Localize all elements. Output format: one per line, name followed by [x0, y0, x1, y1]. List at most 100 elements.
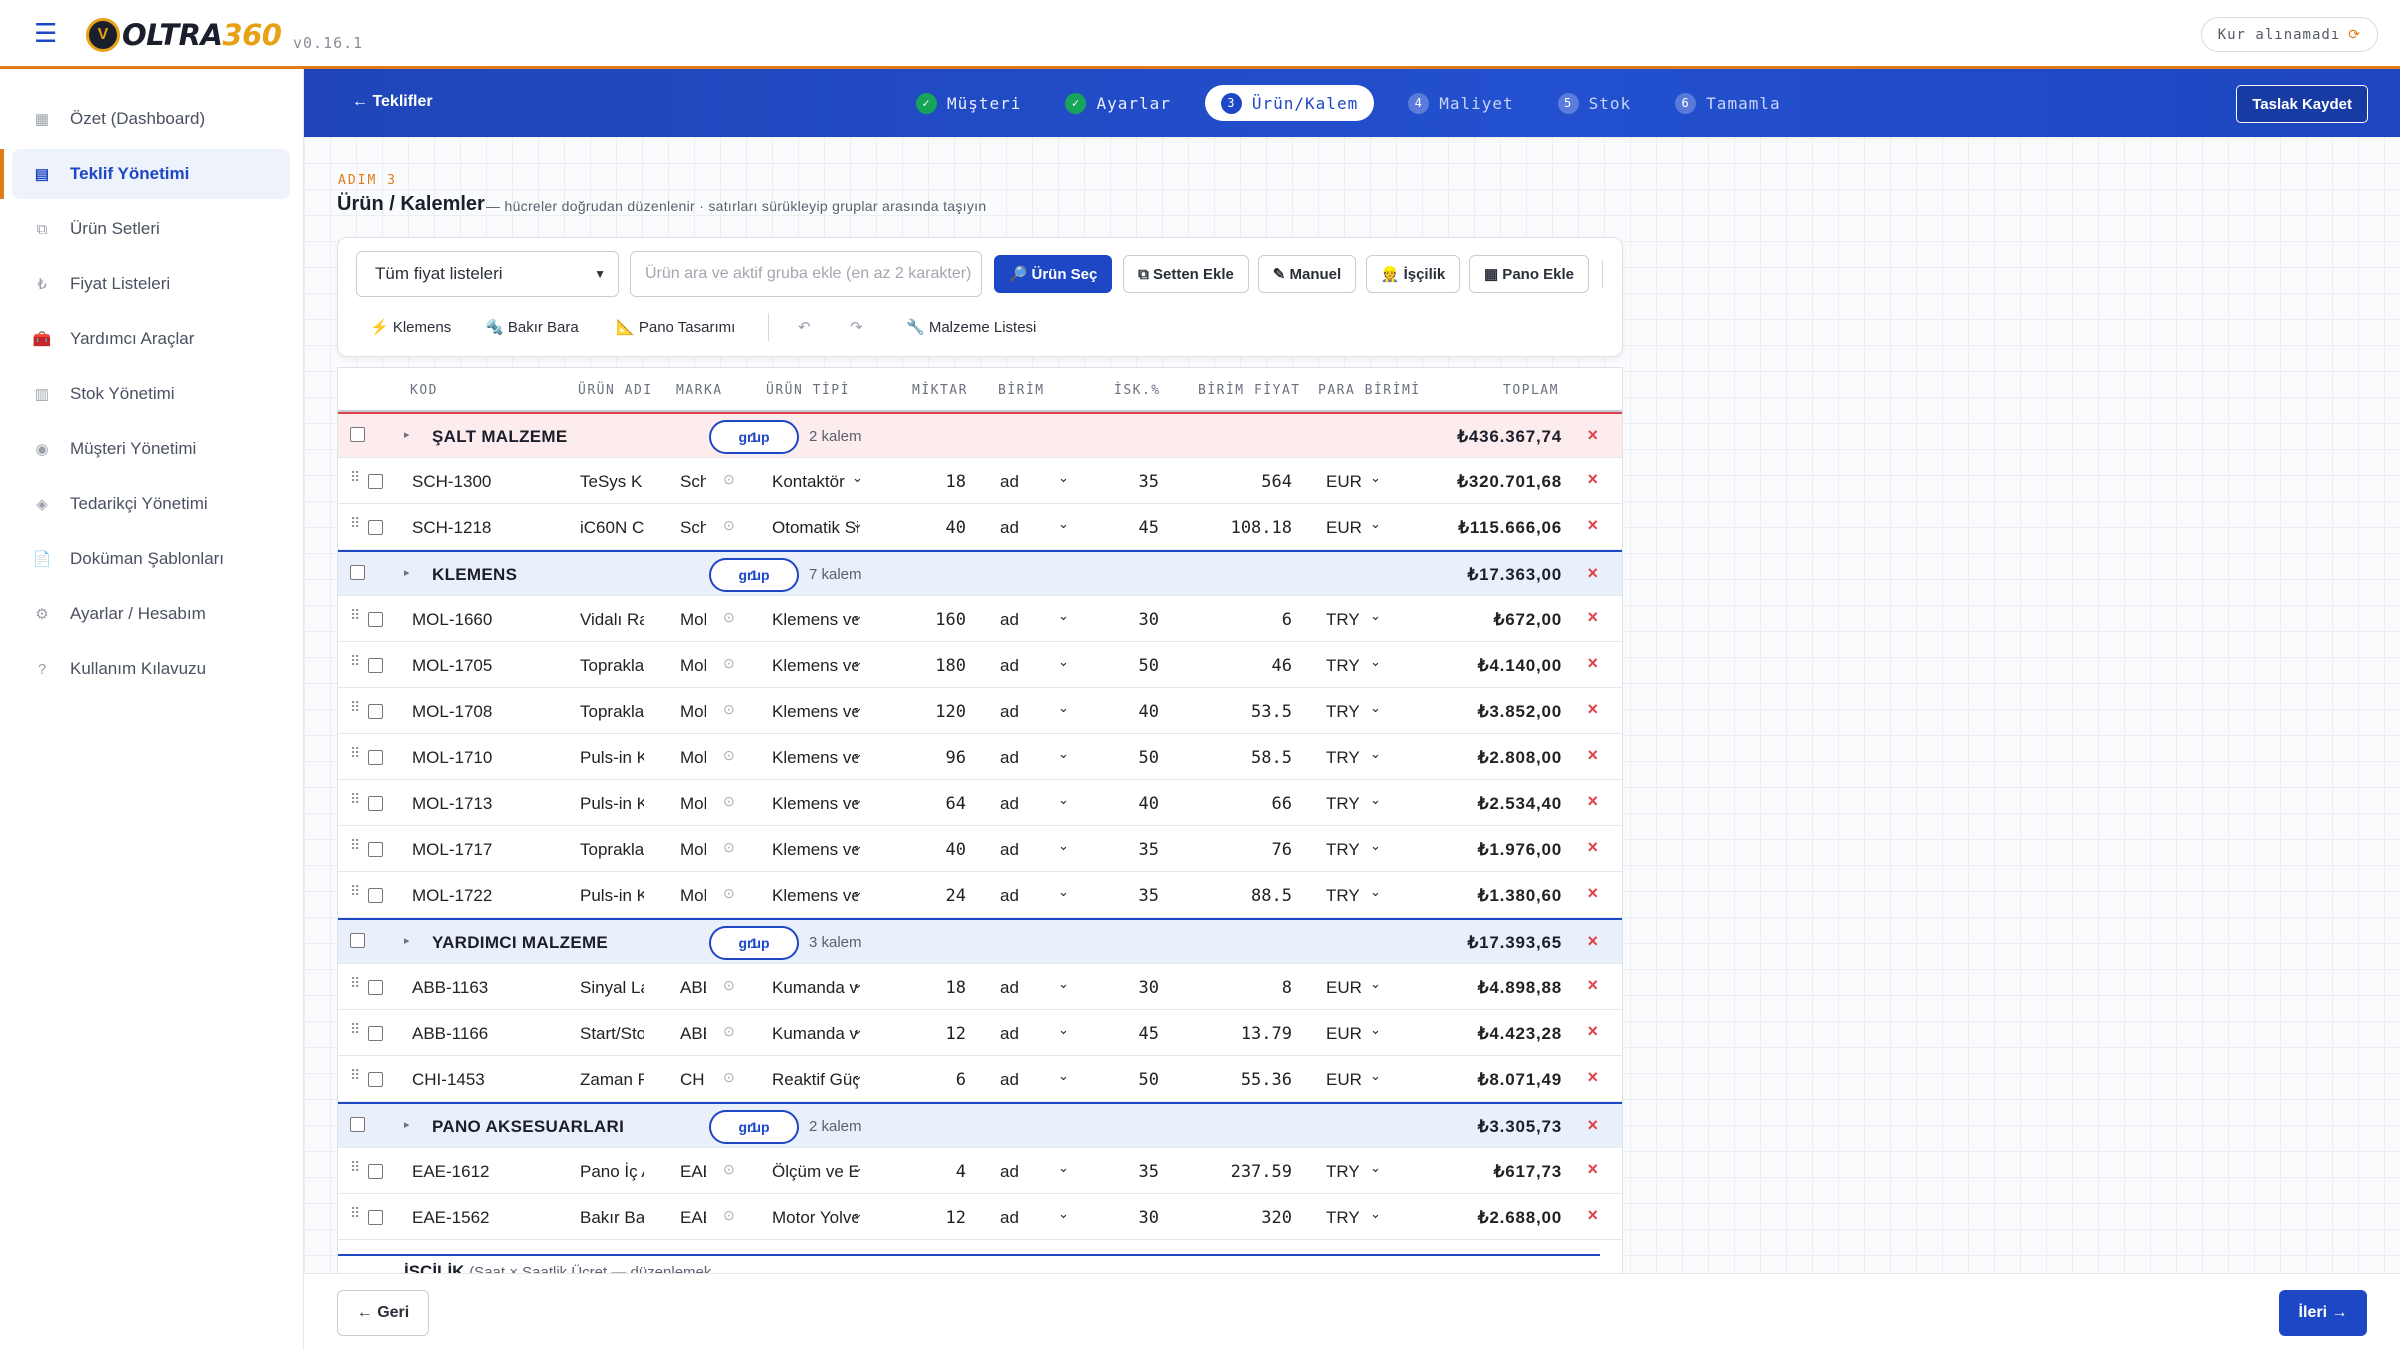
drag-handle-icon[interactable]: ⠿ — [350, 837, 360, 853]
currency-select[interactable]: TRY — [1326, 1208, 1360, 1227]
group-level-pill[interactable]: 1 grup — [709, 926, 799, 960]
group-checkbox[interactable] — [350, 565, 365, 580]
product-name-cell[interactable]: TeSys K — [580, 472, 643, 491]
row-checkbox[interactable] — [368, 980, 383, 995]
delete-row-icon[interactable]: × — [1587, 515, 1598, 535]
brand-cell[interactable]: Mohlenhoff — [680, 610, 706, 629]
quantity-input[interactable]: 24 — [945, 886, 966, 906]
product-name-cell[interactable]: Puls-in Klemens — [580, 748, 644, 767]
discount-input[interactable]: 50 — [1138, 1070, 1159, 1090]
unit-select[interactable]: ad — [1000, 1208, 1019, 1227]
quantity-input[interactable]: 40 — [945, 840, 966, 860]
info-icon[interactable]: ⊙ — [723, 1161, 735, 1177]
quantity-input[interactable]: 180 — [935, 656, 966, 676]
back-to-offers-link[interactable]: ← Teklifler — [352, 93, 433, 110]
quantity-input[interactable]: 18 — [945, 978, 966, 998]
info-icon[interactable]: ⊙ — [723, 701, 735, 717]
discount-input[interactable]: 50 — [1138, 656, 1159, 676]
price-list-select[interactable]: Tüm fiyat listeleri ▼ — [356, 251, 619, 297]
drag-handle-icon[interactable]: ⠿ — [350, 975, 360, 991]
table-row[interactable]: ⠿ EAE-1562 Bakır Bara Tutucu EAE ⊙ Motor Yolv… — [338, 1194, 1622, 1240]
row-checkbox[interactable] — [368, 796, 383, 811]
info-icon[interactable]: ⊙ — [723, 517, 735, 533]
delete-row-icon[interactable]: × — [1587, 469, 1598, 489]
table-row[interactable]: ⠿ MOL-1710 Puls-in Klemens Mohlenhoff ⊙ Kleme… — [338, 734, 1622, 780]
sidebar-item[interactable]: ▦ Özet (Dashboard) — [12, 94, 290, 144]
group-row[interactable]: ▸ YARDIMCI MALZEME 1 grup 3 kalem ₺17.393,65 × — [338, 918, 1622, 964]
unit-price-input[interactable]: 46 — [1271, 656, 1292, 676]
product-type-select[interactable]: Klemens ve Aksesuar — [772, 748, 858, 767]
product-code[interactable]: MOL-1717 — [412, 840, 493, 859]
product-search-input[interactable]: Ürün ara ve aktif gruba ekle (en az 2 ka… — [630, 251, 982, 297]
drag-handle-icon[interactable]: ⠿ — [350, 607, 360, 623]
table-row[interactable]: ⠿ SCH-1218 iC60N C Schneider ⊙ Otomatik Sigor… — [338, 504, 1622, 550]
info-icon[interactable]: ⊙ — [723, 747, 735, 763]
info-icon[interactable]: ⊙ — [723, 793, 735, 809]
product-name-cell[interactable]: Puls-in Klemens — [580, 886, 644, 905]
row-checkbox[interactable] — [368, 474, 383, 489]
product-type-select[interactable]: Klemens ve Aksesuar — [772, 886, 858, 905]
sidebar-item[interactable]: 📄 Doküman Şablonları — [12, 534, 290, 584]
save-draft-button[interactable]: Taslak Kaydet — [2236, 85, 2368, 123]
product-type-select[interactable]: Otomatik Sigorta — [772, 518, 858, 537]
discount-input[interactable]: 45 — [1138, 518, 1159, 538]
sidebar-item[interactable]: ▤ Teklif Yönetimi — [12, 149, 290, 199]
currency-select[interactable]: TRY — [1326, 748, 1360, 767]
brand-cell[interactable]: Mohlenhoff — [680, 840, 706, 859]
unit-select[interactable]: ad — [1000, 978, 1019, 997]
product-name-cell[interactable]: Topraklama Klemensi — [580, 840, 644, 859]
quantity-input[interactable]: 12 — [945, 1208, 966, 1228]
row-checkbox[interactable] — [368, 520, 383, 535]
delete-row-icon[interactable]: × — [1587, 1067, 1598, 1087]
info-icon[interactable]: ⊙ — [723, 1023, 735, 1039]
product-type-select[interactable]: Kumanda ve Sinyal — [772, 1024, 858, 1043]
unit-price-input[interactable]: 13.79 — [1240, 1024, 1292, 1044]
unit-select[interactable]: ad — [1000, 518, 1019, 537]
row-checkbox[interactable] — [368, 704, 383, 719]
drag-handle-icon[interactable]: ⠿ — [350, 791, 360, 807]
unit-price-input[interactable]: 237.59 — [1230, 1162, 1292, 1182]
delete-row-icon[interactable]: × — [1587, 653, 1598, 673]
exchange-rate-status[interactable]: Kur alınamadı ⟳ — [2200, 17, 2378, 52]
add-panel-button[interactable]: ▦ Pano Ekle — [1469, 255, 1589, 293]
manual-add-button[interactable]: ✎ Manuel — [1258, 255, 1356, 293]
delete-row-icon[interactable]: × — [1587, 607, 1598, 627]
row-checkbox[interactable] — [368, 1164, 383, 1179]
unit-select[interactable]: ad — [1000, 656, 1019, 675]
table-row[interactable]: ⠿ ABB-1166 Start/Stop Buton ABB ⊙ Kumanda ve … — [338, 1010, 1622, 1056]
product-code[interactable]: MOL-1705 — [412, 656, 493, 675]
unit-price-input[interactable]: 8 — [1281, 978, 1292, 998]
info-icon[interactable]: ⊙ — [723, 839, 735, 855]
quantity-input[interactable]: 96 — [945, 748, 966, 768]
row-checkbox[interactable] — [368, 658, 383, 673]
currency-select[interactable]: EUR — [1326, 1070, 1362, 1089]
currency-select[interactable]: TRY — [1326, 794, 1360, 813]
menu-icon[interactable]: ☰ — [34, 18, 58, 48]
currency-select[interactable]: EUR — [1326, 472, 1362, 491]
product-code[interactable]: SCH-1300 — [412, 472, 492, 491]
brand-cell[interactable]: ABB — [680, 978, 706, 997]
group-name[interactable]: PANO AKSESUARLARI — [432, 1117, 625, 1136]
quantity-input[interactable]: 160 — [935, 610, 966, 630]
product-code[interactable]: MOL-1708 — [412, 702, 493, 721]
unit-select[interactable]: ad — [1000, 1162, 1019, 1181]
sidebar-item[interactable]: 🧰 Yardımcı Araçlar — [12, 314, 290, 364]
product-code[interactable]: MOL-1713 — [412, 794, 493, 813]
sidebar-item[interactable]: ◉ Müşteri Yönetimi — [12, 424, 290, 474]
group-row[interactable]: ▸ PANO AKSESUARLARI 1 grup 2 kalem ₺3.305,73 × — [338, 1102, 1622, 1148]
sidebar-item[interactable]: ⚙ Ayarlar / Hesabım — [12, 589, 290, 639]
terminal-tool-link[interactable]: ⚡ Klemens — [370, 319, 452, 336]
unit-price-input[interactable]: 320 — [1261, 1208, 1292, 1228]
currency-select[interactable]: EUR — [1326, 518, 1362, 537]
info-icon[interactable]: ⊙ — [723, 609, 735, 625]
delete-row-icon[interactable]: × — [1587, 837, 1598, 857]
product-type-select[interactable]: Klemens ve Aksesuar — [772, 702, 858, 721]
group-checkbox[interactable] — [350, 1117, 365, 1132]
product-code[interactable]: MOL-1722 — [412, 886, 493, 905]
product-type-select[interactable]: Klemens ve Aksesuar — [772, 610, 858, 629]
group-level-pill[interactable]: 1 grup — [709, 558, 799, 592]
expand-caret-icon[interactable]: ▸ — [404, 1119, 410, 1131]
delete-row-icon[interactable]: × — [1587, 975, 1598, 995]
product-code[interactable]: ABB-1163 — [412, 978, 489, 997]
